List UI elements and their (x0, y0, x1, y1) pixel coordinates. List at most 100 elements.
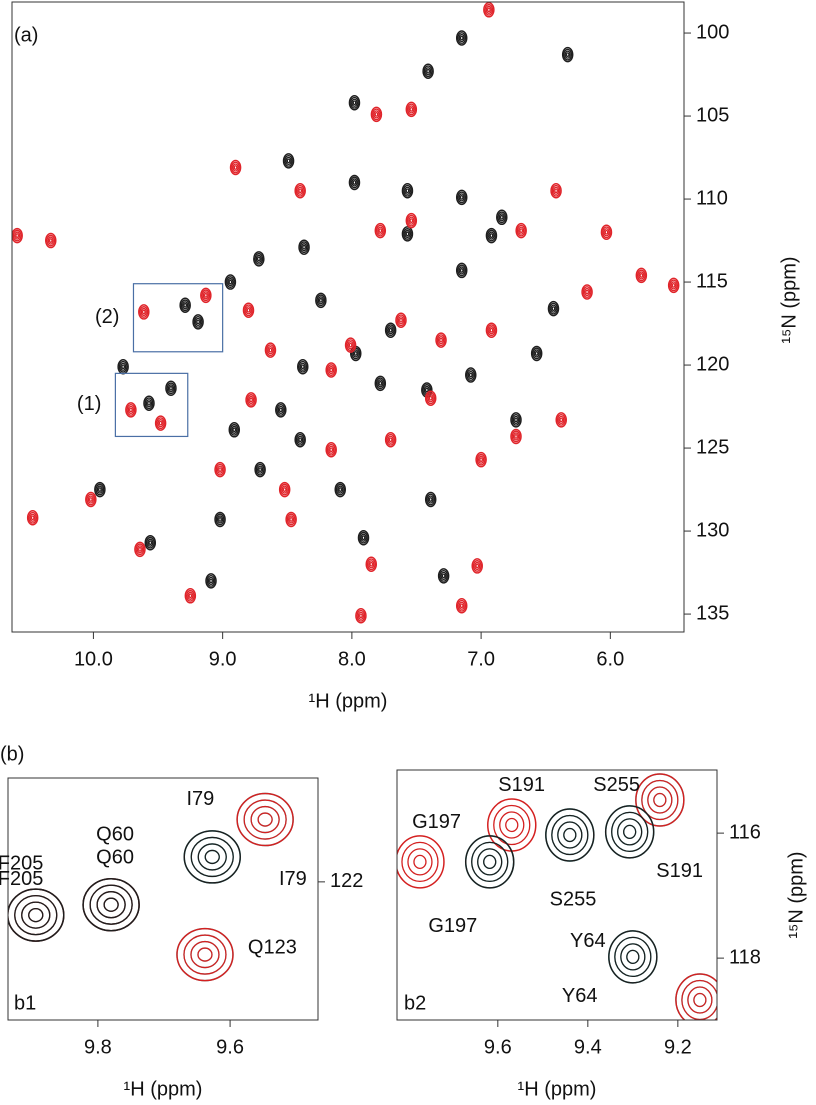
peak (26, 510, 39, 526)
contour-ring (352, 180, 357, 185)
peak-label: G197 (412, 811, 461, 833)
contour-ring (360, 533, 367, 542)
peak (401, 183, 414, 199)
contour-ring (194, 317, 202, 327)
contour-ring (551, 814, 589, 856)
contour-ring (626, 949, 640, 965)
peak (200, 287, 212, 304)
peak (561, 46, 574, 63)
y-tick-label: 100 (696, 21, 729, 43)
peak (515, 222, 527, 239)
contour-ring (247, 395, 255, 405)
contour-ring (298, 437, 303, 443)
contour-ring (466, 369, 476, 381)
contour-ring (127, 405, 135, 415)
contour-ring (427, 394, 434, 403)
contour-ring (204, 849, 220, 865)
contour-ring (350, 96, 359, 109)
contour-ring (457, 264, 467, 277)
contour-ring (557, 821, 583, 849)
contour-ring (479, 457, 484, 463)
contour-ring (459, 268, 464, 273)
contour-ring (532, 347, 542, 360)
contour-ring (639, 273, 644, 278)
contour-ring (188, 593, 193, 599)
contour-ring (167, 384, 175, 393)
contour-ring (148, 540, 153, 546)
contour-ring (554, 188, 558, 194)
contour-ring (145, 399, 153, 408)
contour-ring (201, 289, 211, 302)
contour-ring (166, 382, 176, 395)
contour-ring (233, 165, 238, 170)
contour-ring (209, 578, 213, 584)
contour-ring (190, 836, 234, 878)
peak (297, 358, 309, 375)
peak (94, 481, 106, 498)
contour-ring (215, 513, 225, 526)
contour-ring (147, 538, 154, 547)
peak-label: S191 (656, 860, 703, 882)
contour-ring (459, 194, 464, 200)
peak (547, 300, 560, 317)
x-tick-label: 9.0 (209, 648, 237, 670)
contour-ring (12, 229, 22, 242)
contour-ring (256, 256, 261, 262)
contour-ring (119, 362, 127, 371)
peak (397, 835, 445, 889)
peak (465, 367, 477, 383)
contour-ring (670, 281, 677, 290)
peak (464, 835, 515, 889)
contour-ring (514, 434, 518, 439)
peak (143, 395, 155, 411)
peak (357, 529, 370, 546)
contour-ring (551, 184, 561, 197)
peak (165, 380, 177, 397)
peak-label: I79 (186, 788, 214, 810)
x-tick-label: 9.6 (216, 1036, 244, 1058)
contour-ring (518, 226, 525, 235)
contour-ring (255, 254, 262, 263)
peak (179, 297, 191, 314)
contour-ring (512, 415, 520, 424)
region-label: (2) (95, 306, 119, 328)
peak (455, 598, 468, 614)
contour-ring (256, 465, 264, 474)
contour-ring (183, 934, 227, 975)
contour-ring (693, 992, 707, 1008)
x-tick-label: 7.0 (467, 648, 495, 670)
region-box (132, 283, 224, 353)
contour-ring (559, 417, 564, 423)
contour-ring (388, 437, 393, 443)
contour-ring (15, 233, 20, 238)
peak (455, 30, 468, 46)
contour-ring (487, 324, 496, 337)
contour-ring (255, 463, 265, 476)
peak (422, 63, 434, 79)
contour-ring (361, 535, 366, 541)
contour-ring (403, 184, 412, 197)
y-tick-label: 125 (696, 436, 729, 458)
contour-ring (378, 380, 383, 386)
x-tick-label: 8.0 (338, 648, 366, 670)
contour-ring (246, 307, 251, 313)
contour-ring (563, 827, 577, 843)
peak (405, 212, 418, 229)
peak (183, 830, 241, 884)
contour-ring (386, 433, 396, 446)
contour-ring (458, 266, 465, 275)
peak (424, 390, 437, 407)
contour-ring (278, 407, 283, 413)
contour-ring (488, 326, 495, 335)
contour-ring (257, 812, 273, 827)
contour-ring (218, 467, 222, 473)
y-tick-label: 105 (696, 104, 729, 126)
peak-label: Q123 (248, 937, 297, 959)
contour-ring (614, 936, 652, 978)
contour-ring (284, 154, 293, 167)
contour-ring (604, 229, 609, 235)
contour-ring (297, 435, 304, 444)
peak (214, 511, 226, 528)
contour-ring (409, 107, 414, 112)
peak (405, 101, 418, 118)
